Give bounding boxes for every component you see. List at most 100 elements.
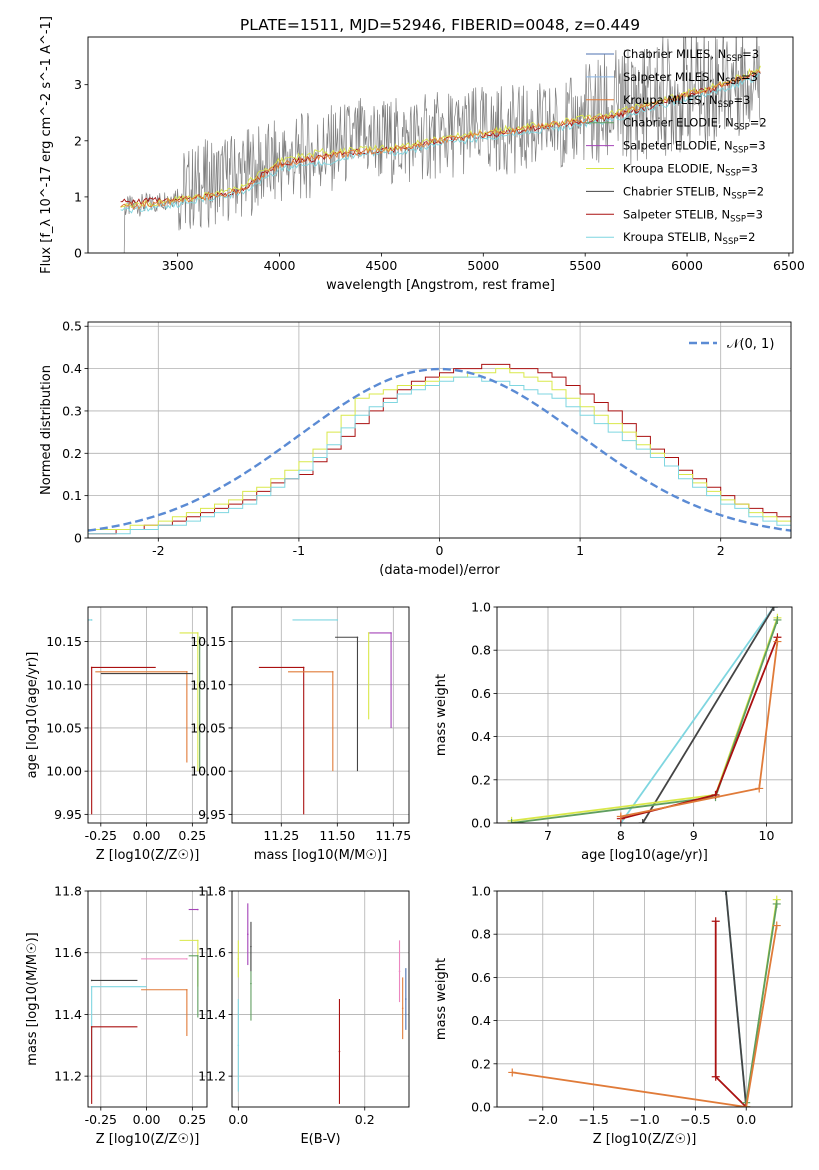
x-axis-label: Z [log10(Z/Z☉)] bbox=[96, 848, 200, 863]
legend-entry: Chabrier MILES, NSSP=3 bbox=[623, 47, 759, 64]
data-point bbox=[197, 939, 199, 942]
y-tick-label: 11.4 bbox=[198, 1007, 226, 1022]
x-tick-label: −2.0 bbox=[528, 1112, 558, 1127]
plot-area bbox=[507, 607, 782, 823]
y-tick-label: 2 bbox=[74, 133, 82, 148]
data-point bbox=[405, 998, 407, 1000]
axes-frame bbox=[231, 606, 410, 824]
y-tick-label: 10.05 bbox=[190, 720, 226, 735]
plus-marker bbox=[616, 812, 625, 821]
x-tick-label: 11.75 bbox=[375, 828, 411, 843]
histogram-series bbox=[88, 368, 791, 538]
y-tick-label: 0.0 bbox=[471, 1100, 491, 1115]
data-point bbox=[90, 1025, 93, 1028]
plot-area bbox=[88, 363, 791, 538]
mass-weight-line bbox=[512, 925, 778, 1107]
y-axis-label: age [log10(age/yr)] bbox=[25, 652, 40, 779]
data-point bbox=[401, 1007, 404, 1010]
y-tick-label: 0.2 bbox=[471, 772, 491, 787]
y-tick-label: 1 bbox=[74, 189, 82, 204]
legend-entry: Salpeter ELODIE, NSSP=3 bbox=[623, 139, 766, 156]
y-tick-label: 0.6 bbox=[471, 970, 491, 985]
x-axis-label: age [log10(age/yr)] bbox=[581, 848, 708, 863]
legend-entry: Kroupa ELODIE, NSSP=3 bbox=[623, 162, 758, 179]
legend-entry: Chabrier ELODIE, NSSP=2 bbox=[623, 116, 767, 133]
x-tick-label: 0.25 bbox=[178, 1112, 206, 1127]
axes-frame bbox=[496, 890, 793, 1108]
legend-entry: Kroupa MILES, NSSP=3 bbox=[623, 93, 750, 110]
figure-title: PLATE=1511, MJD=52946, FIBERID=0048, z=0… bbox=[240, 16, 640, 34]
plus-marker bbox=[772, 921, 781, 930]
y-tick-label: 10.05 bbox=[46, 720, 82, 735]
plot-area bbox=[508, 891, 781, 1107]
y-axis-label: mass weight bbox=[434, 958, 449, 1040]
plus-marker bbox=[773, 637, 782, 646]
plus-marker bbox=[638, 819, 647, 823]
legend-entry: Chabrier STELIB, NSSP=2 bbox=[623, 184, 764, 201]
y-tick-label: 0.8 bbox=[471, 643, 491, 658]
y-tick-label: 0.4 bbox=[471, 1013, 491, 1028]
axes-frame bbox=[496, 606, 793, 824]
massweight-vs-age-panel: 7 8 9 10 0.0 0.2 0.4 0.6 0.8 1.0 age [log10(age/yr… bbox=[434, 600, 793, 863]
data-point bbox=[336, 619, 339, 621]
y-tick-label: 0 bbox=[74, 246, 82, 261]
x-axis-label: E(B-V) bbox=[300, 1132, 340, 1147]
y-tick-label: 10.00 bbox=[190, 764, 226, 779]
plus-marker bbox=[769, 607, 778, 611]
axes-frame bbox=[87, 321, 792, 539]
age-vs-mass-panel: 11.25 11.50 11.75 9.95 10.00 10.05 10.10 10.15 m… bbox=[190, 606, 411, 863]
data-point bbox=[237, 1044, 240, 1047]
axes-frame bbox=[87, 606, 208, 824]
plot-area bbox=[90, 908, 199, 1104]
data-point bbox=[90, 979, 93, 982]
x-tick-label: −0.5 bbox=[680, 1112, 710, 1127]
axes-frame bbox=[231, 890, 410, 1108]
y-tick-label: 1.0 bbox=[471, 600, 491, 615]
x-axis-label: wavelength [Angstrom, rest frame] bbox=[326, 278, 555, 293]
data-point bbox=[198, 636, 201, 639]
y-tick-label: 11.6 bbox=[54, 945, 82, 960]
y-tick-label: 0.4 bbox=[62, 361, 82, 376]
data-point bbox=[197, 632, 199, 634]
data-point bbox=[250, 982, 252, 985]
x-tick-label: 0.0 bbox=[736, 1112, 756, 1127]
data-point bbox=[247, 933, 249, 935]
data-point bbox=[332, 671, 334, 673]
y-tick-label: 0.5 bbox=[62, 319, 82, 334]
residuals-panel: -2 -1 0 1 2 0 0.1 0.2 0.3 0.4 0.5 (data-model)/erro… bbox=[39, 319, 792, 578]
data-point bbox=[186, 958, 188, 960]
data-point bbox=[390, 632, 392, 634]
y-axis-label: Flux [f_λ 10^-17 erg cm^-2 s^-1 A^-1] bbox=[39, 16, 54, 274]
data-point bbox=[90, 619, 93, 621]
x-axis-label: Z [log10(Z/Z☉)] bbox=[593, 1132, 697, 1147]
axes-frame bbox=[87, 890, 208, 1108]
y-tick-label: 11.8 bbox=[54, 884, 82, 899]
spectrum-panel: 3500 4000 4500 5000 5500 6000 6500 0 1 2 3 waveleng… bbox=[39, 16, 805, 293]
mass-vs-Z-panel: -0.25 0.00 0.25 11.2 11.4 11.6 11.8 Z [log10(Z/… bbox=[25, 884, 208, 1147]
y-tick-label: 0.6 bbox=[471, 686, 491, 701]
data-point bbox=[197, 955, 199, 957]
plus-marker bbox=[508, 1068, 517, 1077]
y-tick-label: 0.1 bbox=[62, 488, 82, 503]
x-axis-label: mass [log10(M/M☉)] bbox=[254, 848, 387, 863]
y-tick-label: 11.4 bbox=[54, 1007, 82, 1022]
y-tick-label: 9.95 bbox=[198, 807, 226, 822]
data-point bbox=[197, 908, 199, 911]
x-tick-label: -1 bbox=[293, 543, 305, 558]
mass-vs-ebv-panel: 0.0 0.2 11.2 11.4 11.6 11.8 E(B-V) bbox=[198, 884, 410, 1147]
y-tick-label: 0 bbox=[74, 531, 82, 546]
plus-marker bbox=[507, 819, 516, 823]
x-tick-label: -0.25 bbox=[85, 828, 117, 843]
x-tick-label: 0.25 bbox=[178, 828, 206, 843]
spectrum-model-line bbox=[120, 73, 761, 214]
data-point bbox=[367, 632, 370, 634]
spectrum-model-line bbox=[120, 65, 761, 208]
y-tick-label: 3 bbox=[74, 77, 82, 92]
plot-area bbox=[237, 903, 407, 1104]
x-tick-label: 10 bbox=[759, 828, 775, 843]
plus-marker bbox=[711, 917, 720, 926]
data-point bbox=[302, 666, 305, 669]
mass-weight-line bbox=[620, 607, 775, 823]
x-axis-label: Z [log10(Z/Z☉)] bbox=[96, 1132, 200, 1147]
x-tick-label: 11.50 bbox=[319, 828, 355, 843]
